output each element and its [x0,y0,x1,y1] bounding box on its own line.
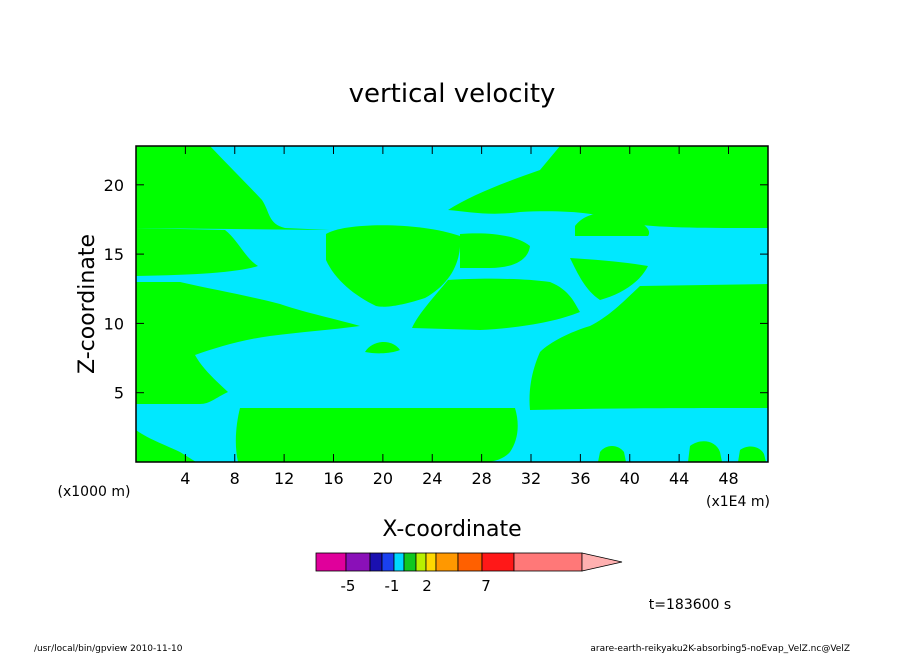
footer-left: /usr/local/bin/gpview 2010-11-10 [34,644,183,654]
y-tick-label: 15 [104,245,124,264]
x-tick-label: 4 [180,469,190,488]
x-tick-label: 28 [471,469,491,488]
region-bubble-cell [570,212,650,300]
x-axis-label: X-coordinate [382,517,521,542]
colorbar [315,552,623,572]
colorbar-labels: -5 -1 2 7 [341,577,491,595]
x-tick-label: 8 [230,469,240,488]
region-small-cell [365,341,400,354]
region-right-band [529,284,768,410]
colorbar-label: -1 [385,577,400,595]
colorbar-label: 7 [481,577,491,595]
colorbar-segment [415,552,427,572]
region-middle-left [136,228,360,404]
colorbar-segment [457,552,483,572]
region-lower-left [136,430,196,462]
colorbar-segment [435,552,459,572]
footer-right: arare-earth-reikyaku2K-absorbing5-noEvap… [590,644,850,654]
y-tick-label: 10 [104,314,124,333]
y-axis-label: Z-coordinate [75,234,100,374]
x-axis-ticks: 4 8 12 16 20 24 28 32 36 40 44 48 [180,146,739,488]
colorbar-segment [403,552,417,572]
region-bottom-cell [235,408,518,462]
colorbar-label: 2 [422,577,432,595]
colorbar-segment [369,552,383,572]
x-tick-label: 44 [669,469,689,488]
colorbar-segment [381,552,395,572]
chart-title: vertical velocity [349,79,556,109]
colorbar-segment [393,552,405,572]
colorbar-segment [513,552,583,572]
colorbar-label: -5 [341,577,356,595]
region-lower-right-blobs [598,441,766,462]
colorbar-segment [345,552,371,572]
x-tick-label: 48 [718,469,738,488]
x-tick-label: 36 [570,469,590,488]
y-axis-ticks: 5 10 15 20 [104,176,768,403]
time-label: t=183600 s [649,597,731,613]
colorbar-segment [315,552,347,572]
region-upper-left [136,146,330,230]
y-tick-label: 20 [104,176,124,195]
x-tick-label: 20 [373,469,393,488]
region-heart-cell [326,225,461,307]
colorbar-segment [481,552,515,572]
x-tick-label: 40 [620,469,640,488]
plot-frame [135,145,769,463]
region-middle-center [412,233,580,330]
x-axis-unit: (x1E4 m) [706,494,770,510]
x-tick-label: 12 [274,469,294,488]
region-upper-right [448,146,768,228]
x-tick-label: 32 [521,469,541,488]
colorbar-segment [425,552,437,572]
y-axis-unit: (x1000 m) [58,484,131,500]
x-tick-label: 24 [422,469,442,488]
colorbar-extend-arrow [581,552,623,572]
y-tick-label: 5 [114,384,124,403]
x-tick-label: 16 [323,469,343,488]
